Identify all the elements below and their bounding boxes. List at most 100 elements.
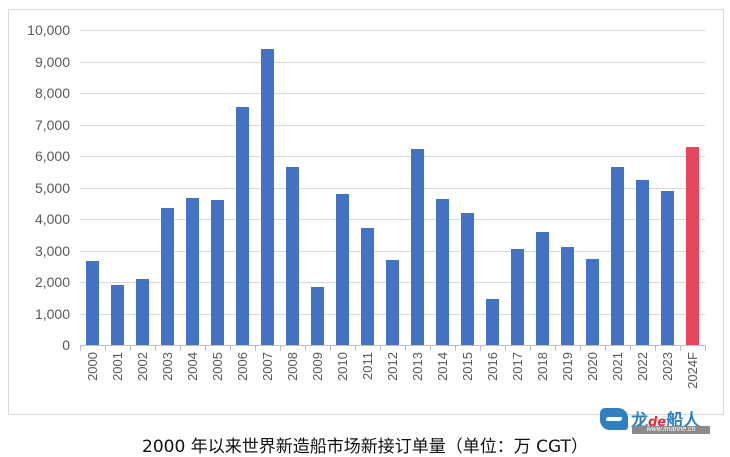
data-bar bbox=[261, 48, 274, 345]
data-bar bbox=[461, 212, 474, 345]
x-axis-line bbox=[80, 345, 705, 346]
watermark-url: www.imarine.cn bbox=[632, 426, 710, 434]
x-tick-label: 2003 bbox=[159, 352, 175, 381]
data-bar bbox=[336, 193, 349, 345]
x-tick bbox=[105, 345, 106, 351]
x-tick bbox=[455, 345, 456, 351]
data-bar bbox=[586, 259, 599, 345]
x-tick bbox=[505, 345, 506, 351]
x-tick-label: 2011 bbox=[359, 352, 375, 380]
y-tick-label: 8,000 bbox=[34, 85, 70, 101]
x-tick-label: 2014 bbox=[434, 352, 450, 381]
data-bar bbox=[636, 179, 649, 345]
data-bar bbox=[561, 246, 574, 345]
y-tick-label: 6,000 bbox=[34, 148, 70, 164]
data-bar bbox=[186, 197, 199, 345]
x-tick-label: 2015 bbox=[459, 352, 475, 381]
x-tick bbox=[205, 345, 206, 351]
x-tick bbox=[680, 345, 681, 351]
data-bar bbox=[436, 199, 449, 345]
x-tick bbox=[355, 345, 356, 351]
x-tick bbox=[80, 345, 81, 351]
x-tick-label: 2006 bbox=[234, 352, 250, 381]
x-tick-label: 2002 bbox=[134, 352, 150, 381]
x-tick-label: 2009 bbox=[309, 352, 325, 381]
chart-caption: 2000 年以来世界新造船市场新接订单量（单位：万 CGT） bbox=[142, 437, 588, 457]
gridline bbox=[80, 250, 705, 252]
x-tick-label: 2010 bbox=[334, 352, 350, 381]
watermark-logo: 龙de船人 www.imarine.cn bbox=[600, 406, 712, 434]
data-bar bbox=[661, 191, 674, 345]
x-tick-label: 2020 bbox=[584, 352, 600, 381]
data-bar bbox=[386, 259, 399, 345]
data-bar bbox=[86, 260, 99, 345]
x-tick-label: 2023 bbox=[659, 352, 675, 381]
gridline bbox=[80, 187, 705, 189]
y-tick-label: 4,000 bbox=[34, 211, 70, 227]
data-bar bbox=[236, 107, 249, 345]
y-tick-label: 10,000 bbox=[27, 22, 70, 38]
x-tick bbox=[630, 345, 631, 351]
data-bar bbox=[111, 285, 124, 345]
x-tick bbox=[480, 345, 481, 351]
x-tick-label: 2008 bbox=[284, 352, 300, 381]
x-tick-label: 2001 bbox=[109, 352, 125, 381]
x-tick bbox=[155, 345, 156, 351]
x-tick-label: 2024F bbox=[684, 352, 700, 389]
x-tick-label: 2021 bbox=[609, 352, 625, 381]
x-tick-label: 2007 bbox=[259, 352, 275, 381]
x-tick-label: 2019 bbox=[559, 352, 575, 381]
x-tick-label: 2022 bbox=[634, 352, 650, 381]
x-tick bbox=[130, 345, 131, 351]
data-bar bbox=[311, 287, 324, 345]
data-bar bbox=[536, 231, 549, 345]
y-tick-label: 7,000 bbox=[34, 116, 70, 133]
x-tick bbox=[430, 345, 431, 351]
chart-frame bbox=[8, 9, 724, 415]
x-tick bbox=[180, 345, 181, 351]
gridline bbox=[80, 61, 705, 63]
plot-area bbox=[80, 30, 705, 345]
data-bar bbox=[161, 207, 174, 345]
y-tick-label: 9,000 bbox=[34, 53, 70, 70]
y-tick-label: 0 bbox=[62, 337, 70, 353]
x-tick bbox=[330, 345, 331, 351]
x-tick-label: 2018 bbox=[534, 352, 550, 381]
x-tick bbox=[655, 345, 656, 351]
x-tick-label: 2012 bbox=[384, 352, 400, 381]
x-tick-label: 2004 bbox=[184, 352, 200, 381]
data-bar bbox=[211, 200, 224, 345]
x-tick bbox=[305, 345, 306, 351]
data-bar bbox=[486, 299, 499, 345]
x-tick-label: 2017 bbox=[509, 352, 525, 381]
gridline bbox=[80, 156, 705, 157]
gridline bbox=[80, 124, 705, 126]
data-bar bbox=[411, 148, 424, 345]
data-bar bbox=[136, 278, 149, 345]
data-bar bbox=[361, 228, 374, 345]
y-tick-label: 5,000 bbox=[34, 179, 70, 196]
forecast-bar bbox=[686, 146, 699, 345]
y-tick-label: 1,000 bbox=[34, 305, 70, 322]
x-tick bbox=[605, 345, 606, 351]
x-tick bbox=[280, 345, 281, 351]
y-tick-label: 3,000 bbox=[34, 242, 70, 259]
x-tick bbox=[580, 345, 581, 351]
x-tick bbox=[705, 345, 706, 351]
x-tick bbox=[405, 345, 406, 351]
x-tick bbox=[530, 345, 531, 351]
gridline bbox=[80, 93, 705, 94]
x-tick-label: 2005 bbox=[209, 352, 225, 381]
x-tick bbox=[380, 345, 381, 351]
gridline bbox=[80, 30, 705, 31]
ship-logo-icon bbox=[600, 408, 628, 430]
x-tick-label: 2016 bbox=[484, 352, 500, 381]
x-tick bbox=[555, 345, 556, 351]
data-bar bbox=[511, 248, 524, 345]
x-tick-label: 2013 bbox=[409, 352, 425, 381]
x-tick bbox=[230, 345, 231, 351]
gridline bbox=[80, 219, 705, 220]
x-tick-label: 2000 bbox=[84, 352, 100, 381]
data-bar bbox=[286, 167, 299, 345]
data-bar bbox=[611, 167, 624, 345]
